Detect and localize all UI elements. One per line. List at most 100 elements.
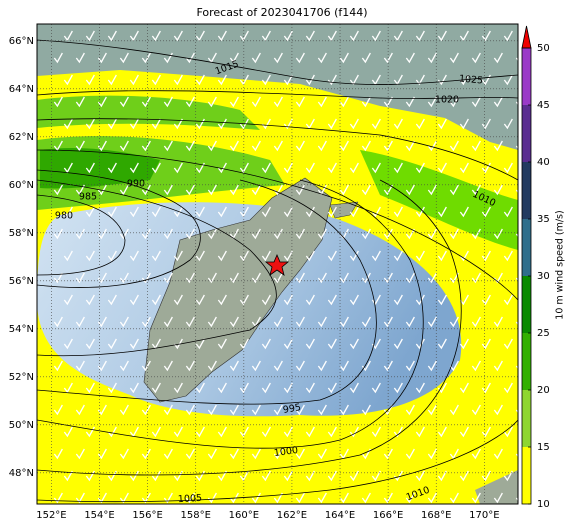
wind-barb [129,250,139,262]
wind-barb [251,448,261,460]
colorbar-tick-label: 45 [537,100,550,111]
wind-barb [427,360,437,372]
wind-barb [405,316,415,328]
wind-barb [405,184,415,196]
wind-barb [383,272,393,284]
wind-barb [437,74,447,86]
wind-barb [239,382,249,394]
wind-barb [415,382,425,394]
wind-barb [97,360,107,372]
wind-barb [261,250,271,262]
wind-barb [63,338,73,350]
wind-barb [383,448,393,460]
wind-barb [173,382,183,394]
wind-barb [437,294,447,306]
wind-barb [327,30,337,42]
wind-barb [195,74,205,86]
y-tick-label: 54°N [9,324,34,335]
wind-barb [229,404,239,416]
wind-barb [141,492,151,504]
wind-barb [339,404,349,416]
wind-barb [493,492,503,504]
wind-barb [229,140,239,152]
wind-barb [85,382,95,394]
wind-barb [493,448,503,460]
wind-barb [163,448,173,460]
wind-barb [217,206,227,218]
wind-barb [141,96,151,108]
wind-barb [217,470,227,482]
wind-barb [63,74,73,86]
wind-barb [437,30,447,42]
wind-barb [251,228,261,240]
wind-barb [207,404,217,416]
wind-barb [471,140,481,152]
wind-barb [273,140,283,152]
wind-barb [493,228,503,240]
wind-barb [427,272,437,284]
wind-barb [173,470,183,482]
wind-barb [471,316,481,328]
wind-barb [305,338,315,350]
wind-barb [493,316,503,328]
wind-barb [383,228,393,240]
wind-barb [185,404,195,416]
wind-barb [371,162,381,174]
wind-barb [107,250,117,262]
wind-barb [141,272,151,284]
wind-barb [515,277,518,282]
wind-barb [261,206,271,218]
wind-barb [471,184,481,196]
wind-barb [283,118,293,130]
wind-barb [317,140,327,152]
wind-barb [141,404,151,416]
wind-barb [53,184,63,196]
wind-barb [459,470,469,482]
wind-barb [493,404,503,416]
wind-barb [393,118,403,130]
wind-barb [85,74,95,86]
wind-barb [437,426,447,438]
wind-barb [349,294,359,306]
wind-barb [503,162,513,174]
wind-barb [503,118,513,130]
wind-barb [349,206,359,218]
wind-barb [273,492,283,504]
wind-barb [185,492,195,504]
wind-barb [107,426,117,438]
wind-barb [339,448,349,460]
wind-barb [251,360,261,372]
wind-barb [97,228,107,240]
wind-barb [129,338,139,350]
wind-barb [383,404,393,416]
wind-barb [273,316,283,328]
wind-barb [295,360,305,372]
wind-barb [515,101,518,106]
wind-barb [327,470,337,482]
wind-barb [481,250,491,262]
wind-barb [185,184,195,196]
wind-barb [107,338,117,350]
wind-barb [195,206,205,218]
wind-barb [449,316,459,328]
colorbar-segment [522,219,531,276]
wind-barb [261,162,271,174]
wind-barb [273,96,283,108]
colorbar-segment [522,276,531,333]
wind-barb [339,316,349,328]
wind-barb [415,426,425,438]
colorbar-segment [522,447,531,504]
wind-barb [173,338,183,350]
wind-barb [427,316,437,328]
x-tick-label: 162°E [277,510,307,521]
wind-barb [415,338,425,350]
wind-barb [129,382,139,394]
wind-barb [207,448,217,460]
wind-barb [239,74,249,86]
wind-barb [273,404,283,416]
wind-barb [459,118,469,130]
wind-barb [283,426,293,438]
wind-barb [185,228,195,240]
wind-barb [449,360,459,372]
wind-barb [361,404,371,416]
